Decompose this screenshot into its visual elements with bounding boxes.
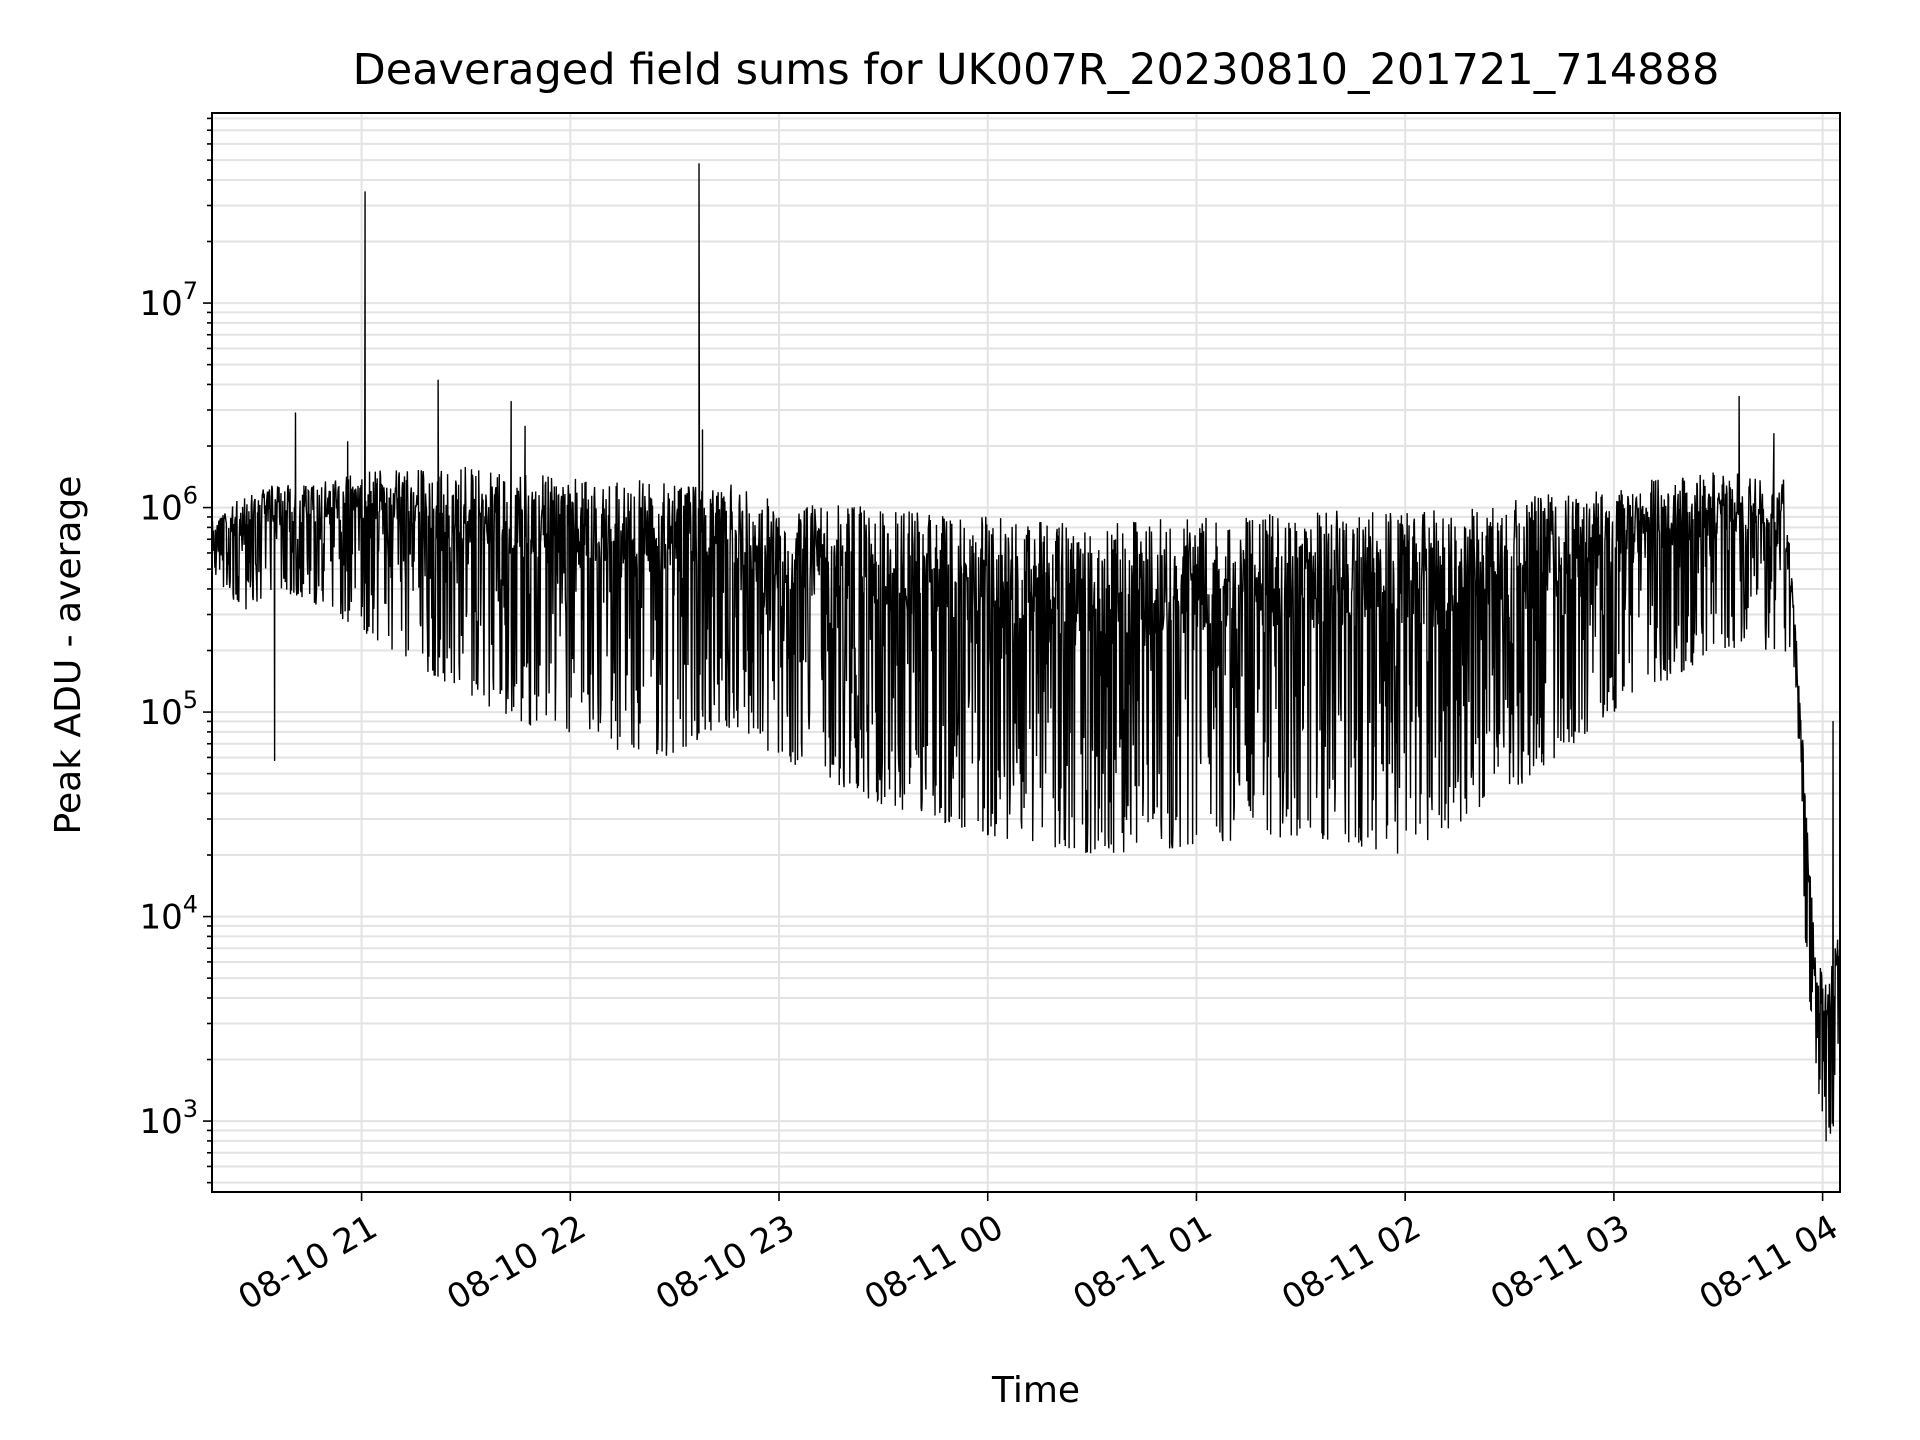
series-line <box>211 163 1841 1141</box>
y-axis-label: Peak ADU - average <box>48 476 89 835</box>
y-tick-label: 107 <box>139 277 198 324</box>
spike-point <box>274 759 276 762</box>
y-tick-label: 106 <box>139 482 198 529</box>
spike-point <box>1825 1140 1827 1142</box>
y-tick-label: 104 <box>139 891 198 938</box>
spike-point <box>1832 720 1834 723</box>
spike-point <box>510 400 512 403</box>
plot-frame <box>211 112 1841 1193</box>
spike-point <box>1773 432 1775 435</box>
spike-point <box>437 379 439 381</box>
series-layer <box>211 163 1841 1142</box>
spike-point <box>701 429 704 431</box>
spike-point <box>1738 395 1740 397</box>
spike-point <box>364 191 366 193</box>
spike-point <box>294 412 297 414</box>
spike-point <box>524 425 526 427</box>
spike-point <box>698 163 700 165</box>
x-axis-label: Time <box>991 1370 1080 1411</box>
chart-title: Deaveraged field sums for UK007R_2023081… <box>353 45 1720 95</box>
y-tick-label: 105 <box>139 686 198 733</box>
y-tick-label: 103 <box>139 1095 198 1142</box>
spike-point <box>347 441 349 443</box>
y-axis-ticks: 103 104 105 106 107 <box>139 117 212 1184</box>
